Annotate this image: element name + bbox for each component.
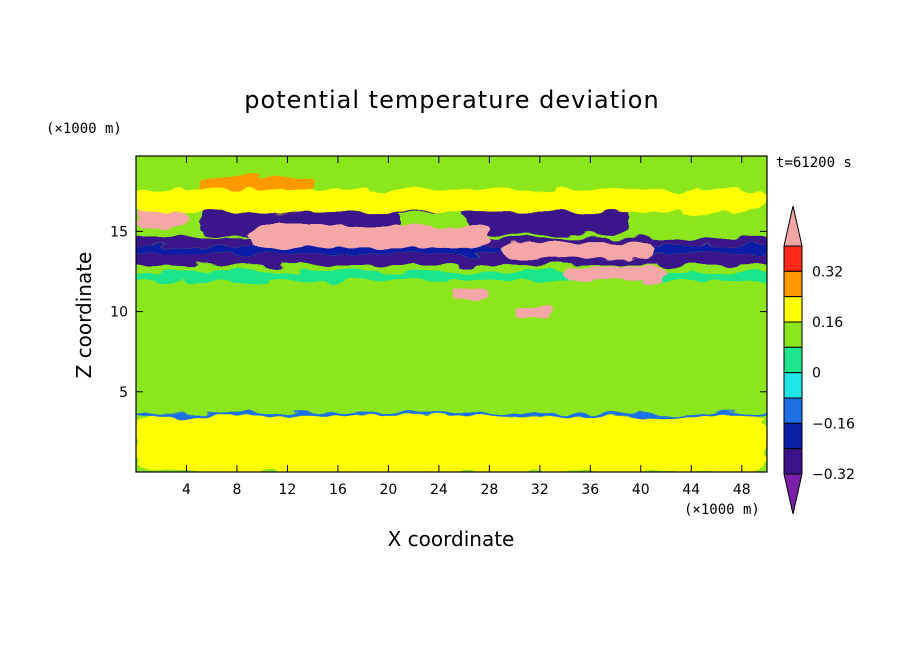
y-axis: 5 10 15 [110,224,767,401]
contour-region-1 [136,253,767,266]
contour-region-18 [514,306,553,319]
contour-region-11 [565,266,667,282]
x-axis: 4 8 12 16 20 24 28 32 36 40 44 48 [182,156,751,498]
y-tick-label: 5 [119,385,128,401]
x-tick-label: 40 [632,482,650,498]
x-tick-label: 36 [581,482,599,498]
contour-region-16 [136,311,767,392]
x-axis-label: X coordinate [387,527,515,551]
contour-region-2 [136,245,767,254]
colorbar-label: −0.32 [812,467,855,483]
x-tick-label: 4 [182,482,191,498]
x-tick-label: 28 [480,482,498,498]
colorbar-label: 0 [812,366,821,382]
contour-region-14 [136,189,767,213]
colorbar-box [783,448,803,475]
y-tick-label: 10 [110,305,128,321]
colorbar-box [783,245,803,272]
colorbar: 0.32 0.16 0 −0.16 −0.32 [783,205,855,515]
x-tick-label: 32 [531,482,549,498]
x-tick-label: 12 [279,482,297,498]
colorbar-label: 0.16 [812,315,843,331]
contour-region-10 [501,242,654,259]
contour-region-9 [249,224,490,248]
colorbar-top-arrow [783,205,803,247]
contour-layers [136,156,767,472]
y-tick-label: 15 [110,224,128,240]
colorbar-box [783,397,803,424]
contour-fill [136,156,767,472]
x-axis-unit: (×1000 m) [684,502,760,518]
y-axis-unit: (×1000 m) [46,121,122,137]
x-tick-label: 16 [329,482,347,498]
contour-region-17 [451,289,490,299]
colorbar-box [783,372,803,399]
x-tick-label: 20 [379,482,397,498]
colorbar-box [783,422,803,450]
colorbar-label: 0.32 [812,264,843,280]
x-tick-label: 8 [232,482,241,498]
x-tick-label: 44 [682,482,700,498]
x-tick-label: 48 [733,482,751,498]
chart-title: potential temperature deviation [244,86,660,114]
contour-region-5 [136,412,767,416]
colorbar-box [783,321,803,348]
x-tick-label: 24 [430,482,448,498]
colorbar-box [783,346,803,374]
contour-region-15 [136,415,767,472]
plot-frame [135,155,768,473]
colorbar-box [783,296,803,323]
colorbar-bottom-arrow [783,473,803,515]
colorbar-label: −0.16 [812,416,855,432]
colorbar-box [783,270,803,298]
time-label: t=61200 s [776,155,852,171]
contour-region-4 [136,271,767,282]
